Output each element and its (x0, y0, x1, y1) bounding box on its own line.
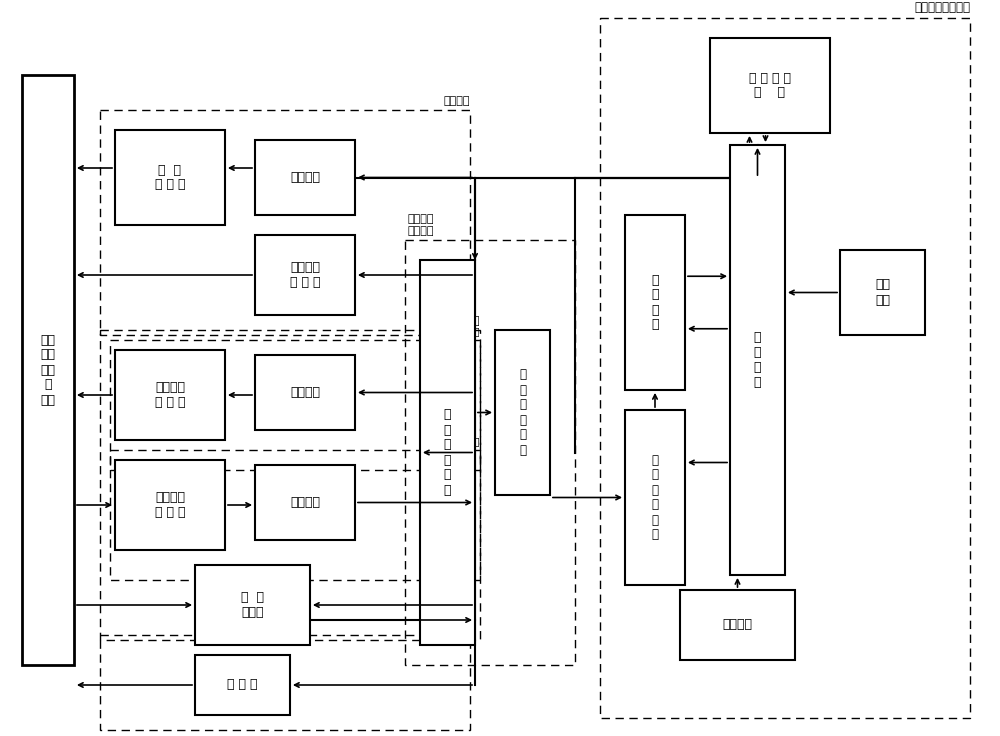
Bar (625, 410, 685, 585)
Bar (100, 330, 480, 640)
Text: 主
控
单
元: 主 控 单 元 (754, 331, 761, 389)
Bar (110, 450, 480, 580)
Text: 操作面板: 操作面板 (722, 618, 753, 631)
Text: 超声发射
换 能 器: 超声发射 换 能 器 (155, 381, 185, 409)
Text: 超声接收
换 能 器: 超声接收 换 能 器 (155, 491, 185, 519)
Text: 发射电路: 发射电路 (290, 386, 320, 399)
Text: 电 加 热: 电 加 热 (227, 679, 258, 692)
Bar (840, 250, 925, 335)
Bar (195, 655, 290, 715)
Bar (625, 215, 685, 390)
Bar (255, 140, 355, 215)
Bar (710, 38, 830, 133)
Text: 处
理
单
元: 处 理 单 元 (651, 274, 659, 331)
Text: 微型
电池: 微型 电池 (875, 278, 890, 306)
Bar (100, 110, 470, 335)
Bar (22, 75, 74, 665)
Bar (680, 590, 795, 660)
Text: 超声发射单元: 超声发射单元 (442, 326, 480, 336)
Text: 腔体辅助
控制模块: 腔体辅助 控制模块 (407, 214, 434, 236)
Text: 无
线
收
发
单
元: 无 线 收 发 单 元 (519, 369, 526, 456)
Bar (255, 465, 355, 540)
Bar (405, 240, 575, 665)
Text: 腔体
（豆
浆存
储
腔）: 腔体 （豆 浆存 储 腔） (40, 333, 56, 406)
Text: 检测装置: 检测装置 (454, 316, 480, 326)
Bar (115, 460, 225, 550)
Bar (115, 350, 225, 440)
Text: 接收电路: 接收电路 (290, 496, 320, 509)
Bar (100, 635, 470, 730)
Text: 辅
助
控
制
单
元: 辅 助 控 制 单 元 (444, 408, 451, 497)
Text: 超声接收单元: 超声接收单元 (442, 436, 480, 446)
Text: 顶盖显示控制模块: 顶盖显示控制模块 (914, 1, 970, 14)
Bar (110, 340, 480, 470)
Text: 温  度
传感器: 温 度 传感器 (241, 591, 264, 619)
Bar (600, 18, 970, 718)
Bar (255, 355, 355, 430)
Bar (420, 260, 475, 645)
Text: 发射电路: 发射电路 (290, 171, 320, 184)
Text: 无
线
收
发
单
元: 无 线 收 发 单 元 (652, 453, 658, 542)
Bar (255, 235, 355, 315)
Bar (195, 565, 310, 645)
Bar (115, 130, 225, 225)
Bar (730, 145, 785, 575)
Text: 加热装置: 加热装置 (444, 621, 470, 631)
Bar (495, 330, 550, 495)
Text: 外 部 显 示
设    备: 外 部 显 示 设 备 (749, 71, 791, 99)
Text: 打磨装置: 打磨装置 (444, 96, 470, 106)
Text: 超  声
打 磨 器: 超 声 打 磨 器 (155, 163, 185, 191)
Text: 机械刀片
打 磨 器: 机械刀片 打 磨 器 (290, 261, 320, 289)
